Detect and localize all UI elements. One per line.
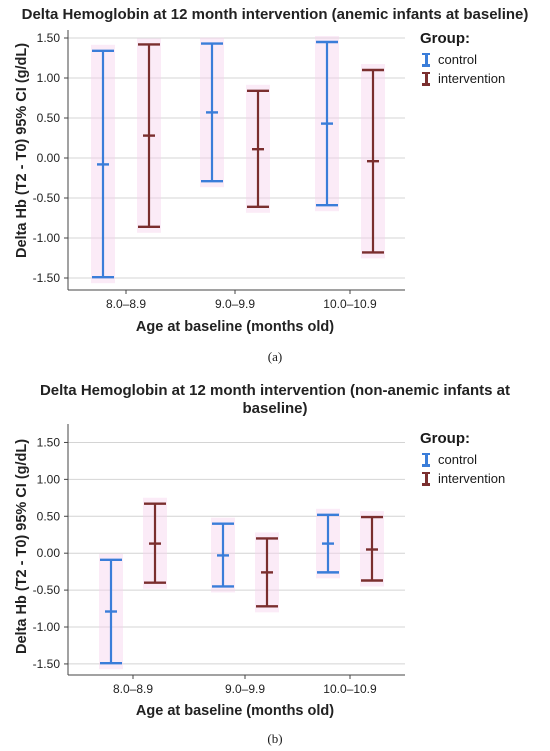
figure-caption: (a) xyxy=(267,349,283,364)
legend-title: Group: xyxy=(420,430,470,447)
y-tick-label: 1.00 xyxy=(37,71,61,85)
x-axis-label: Age at baseline (months old) xyxy=(135,319,335,335)
chart-title-line-2: baseline) xyxy=(242,400,308,417)
legend: Group: control intervention xyxy=(420,430,505,488)
x-tick-label: 9.0–9.9 xyxy=(215,297,255,311)
y-tick-label: -0.50 xyxy=(33,583,61,597)
legend: Group: control intervention xyxy=(420,30,505,88)
error-bar-control xyxy=(99,553,123,670)
error-bar-intervention xyxy=(143,497,167,589)
y-tick-label: 0.00 xyxy=(37,151,61,165)
error-bar-intervention xyxy=(137,38,161,233)
x-tick-label: 8.0–8.9 xyxy=(106,297,146,311)
error-bar-control xyxy=(316,508,340,579)
error-bar-control xyxy=(91,44,115,284)
x-axis-label: Age at baseline (months old) xyxy=(135,703,335,719)
y-axis-label: Delta Hb (T2 - T0) 95% CI (g/dL) xyxy=(14,438,30,654)
figure-caption: (b) xyxy=(267,731,283,746)
chart-title-line-1: Delta Hemoglobin at 12 month interventio… xyxy=(39,382,511,399)
legend-swatch-control-icon xyxy=(420,52,432,67)
error-bar-intervention xyxy=(246,84,270,213)
x-tick-label: 10.0–10.9 xyxy=(323,297,377,311)
error-bar-intervention xyxy=(255,532,279,613)
error-bar-intervention xyxy=(361,64,385,259)
legend-item-intervention: intervention xyxy=(420,69,505,88)
x-tick-label: 9.0–9.9 xyxy=(225,682,265,696)
legend-swatch-intervention-icon xyxy=(420,471,432,486)
legend-label-control: control xyxy=(438,452,478,467)
chart-panel-a: Delta Hemoglobin at 12 month interventio… xyxy=(0,0,550,375)
y-tick-label: 1.00 xyxy=(37,472,61,486)
y-tick-label: -1.00 xyxy=(33,620,61,634)
error-bar-intervention xyxy=(360,511,384,587)
y-tick-label: 1.50 xyxy=(37,435,61,449)
chart-title: Delta Hemoglobin at 12 month interventio… xyxy=(21,6,529,23)
error-bar-control xyxy=(315,36,339,212)
y-tick-label: 1.50 xyxy=(37,31,61,45)
chart-plot-area: 1.50 1.00 0.50 0.00 -0.50 -1.00 -1.50 8.0–8.9 9.… xyxy=(33,30,405,311)
legend-label-intervention: intervention xyxy=(438,71,506,86)
y-tick-label: 0.50 xyxy=(37,509,61,523)
legend-title: Group: xyxy=(420,30,470,47)
y-tick-label: -0.50 xyxy=(33,191,61,205)
y-axis-label: Delta Hb (T2 - T0) 95% CI (g/dL) xyxy=(14,42,30,258)
legend-swatch-control-icon xyxy=(420,452,432,467)
legend-label-control: control xyxy=(438,52,478,67)
x-tick-label: 10.0–10.9 xyxy=(323,682,377,696)
error-bar-control xyxy=(200,37,224,188)
chart-title: Delta Hemoglobin at 12 month interventio… xyxy=(0,382,550,418)
legend-item-intervention: intervention xyxy=(420,469,505,488)
legend-label-intervention: intervention xyxy=(438,471,506,486)
chart-plot-area: 1.50 1.00 0.50 0.00 -0.50 -1.00 -1.50 8.0–8.9 9.… xyxy=(33,424,405,696)
y-tick-label: -1.50 xyxy=(33,271,61,285)
y-tick-label: 0.00 xyxy=(37,546,61,560)
legend-swatch-intervention-icon xyxy=(420,71,432,86)
y-tick-label: -1.00 xyxy=(33,231,61,245)
error-bar-control xyxy=(211,517,235,593)
y-tick-label: 0.50 xyxy=(37,111,61,125)
y-tick-label: -1.50 xyxy=(33,657,61,671)
x-tick-label: 8.0–8.9 xyxy=(113,682,153,696)
legend-item-control: control xyxy=(420,450,505,469)
legend-item-control: control xyxy=(420,50,505,69)
chart-panel-b: Delta Hemoglobin at 12 month interventio… xyxy=(0,378,550,751)
